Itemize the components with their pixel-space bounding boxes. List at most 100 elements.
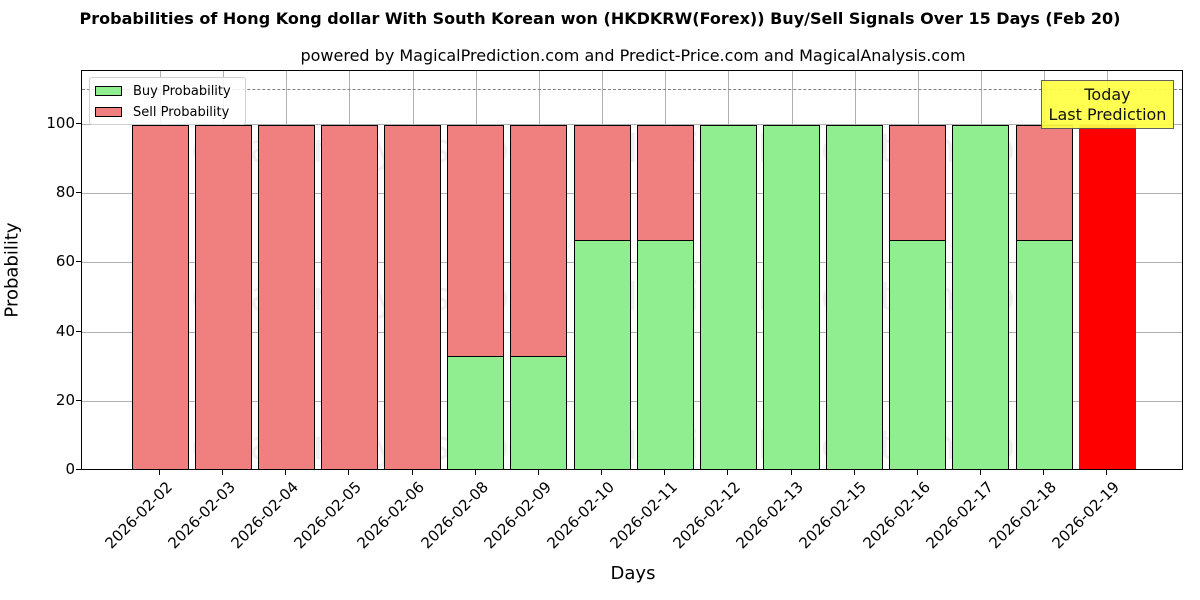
buy-segment — [952, 125, 1010, 469]
sell-segment — [510, 125, 568, 357]
x-tick-label: 2026-02-18 — [985, 478, 1060, 553]
y-tick-mark — [76, 192, 81, 194]
buy-segment — [763, 125, 820, 469]
sell-segment — [320, 125, 378, 469]
y-tick-mark — [76, 469, 81, 470]
y-tick-label: 40 — [55, 321, 75, 340]
y-tick-mark — [76, 330, 81, 332]
x-tick-mark — [1106, 470, 1107, 475]
bar-2026-02-13 — [763, 71, 820, 469]
x-tick-label: 2026-02-02 — [101, 478, 176, 553]
buy-segment — [826, 125, 884, 469]
bar-2026-02-09 — [510, 71, 568, 469]
x-tick-label: 2026-02-06 — [353, 478, 429, 553]
bar-2026-02-04 — [257, 71, 315, 469]
sell-segment — [447, 125, 505, 357]
sell-segment — [636, 125, 694, 242]
buy-segment — [1015, 240, 1073, 469]
bar-2026-02-17 — [952, 71, 1010, 469]
bar-2026-02-06 — [384, 71, 442, 469]
x-tick-label: 2026-02-13 — [732, 478, 808, 553]
sell-segment — [889, 125, 947, 242]
x-tick-mark — [412, 470, 413, 475]
gridline-horizontal — [82, 400, 1182, 402]
today-annotation: Today Last Prediction — [1041, 80, 1174, 129]
x-tick-mark — [854, 470, 855, 475]
x-tick-label: 2026-02-04 — [227, 478, 303, 553]
bar-2026-02-10 — [573, 71, 631, 469]
buy-swatch-icon — [95, 86, 122, 96]
buy-segment — [889, 240, 947, 469]
reference-line — [82, 89, 1182, 91]
bar-2026-02-11 — [636, 71, 694, 469]
sell-segment — [573, 125, 631, 242]
bar-2026-02-03 — [194, 71, 252, 469]
y-tick-mark — [76, 123, 81, 124]
today-segment — [1078, 125, 1136, 469]
x-tick-label: 2026-02-11 — [606, 478, 681, 553]
x-tick-mark — [159, 470, 160, 475]
bar-2026-02-08 — [447, 71, 505, 469]
y-tick-label: 80 — [55, 183, 75, 202]
sell-segment — [384, 125, 442, 469]
buy-segment — [510, 355, 568, 469]
legend: Buy Probability Sell Probability — [89, 77, 246, 125]
chart-subtitle: powered by MagicalPrediction.com and Pre… — [300, 46, 966, 65]
y-tick-mark — [76, 399, 81, 401]
y-tick-label: 0 — [65, 460, 75, 478]
sell-swatch-icon — [95, 107, 122, 117]
sell-segment — [1015, 125, 1073, 242]
y-axis-label: Probability — [1, 222, 23, 318]
bar-2026-02-19 — [1078, 71, 1136, 469]
sell-segment — [194, 125, 252, 469]
bar-2026-02-16 — [889, 71, 947, 469]
gridline-horizontal — [82, 331, 1182, 333]
legend-item-buy: Buy Probability — [95, 83, 231, 99]
sell-segment — [257, 125, 315, 469]
buy-segment — [447, 355, 505, 469]
x-tick-label: 2026-02-16 — [859, 478, 934, 553]
plot-area: MagicalAnalysis.com MagicalPrediction.co… — [81, 70, 1183, 470]
y-tick-label: 100 — [46, 114, 75, 132]
x-tick-label: 2026-02-15 — [796, 478, 871, 553]
x-tick-mark — [664, 470, 665, 475]
buy-segment — [699, 125, 757, 469]
x-tick-label: 2026-02-05 — [290, 478, 366, 553]
x-tick-mark — [222, 470, 223, 475]
x-tick-mark — [791, 470, 792, 475]
x-tick-label: 2026-02-19 — [1048, 478, 1123, 553]
today-annotation-line1: Today — [1084, 85, 1131, 104]
x-tick-mark — [475, 470, 476, 475]
x-tick-mark — [348, 470, 349, 475]
bar-2026-02-18 — [1015, 71, 1073, 469]
x-tick-label: 2026-02-17 — [922, 478, 997, 553]
x-tick-mark — [285, 470, 286, 475]
x-tick-mark — [917, 470, 918, 475]
gridline-horizontal — [82, 193, 1182, 195]
buy-segment — [636, 240, 694, 469]
x-tick-label: 2026-02-12 — [669, 478, 745, 553]
y-tick-mark — [76, 261, 81, 263]
x-tick-mark — [538, 470, 539, 475]
x-tick-label: 2026-02-09 — [480, 478, 555, 553]
gridline-horizontal — [82, 124, 1182, 125]
sell-segment — [131, 125, 189, 469]
x-tick-mark — [601, 470, 602, 475]
x-tick-label: 2026-02-10 — [543, 478, 618, 553]
x-tick-label: 2026-02-03 — [164, 478, 239, 553]
buy-segment — [573, 240, 631, 469]
x-tick-mark — [1043, 470, 1044, 475]
bar-2026-02-05 — [320, 71, 378, 469]
bar-2026-02-02 — [131, 71, 189, 469]
legend-buy-label: Buy Probability — [133, 83, 231, 99]
x-tick-mark — [727, 470, 728, 475]
chart-title: Probabilities of Hong Kong dollar With S… — [79, 9, 1121, 28]
x-tick-mark — [980, 470, 981, 475]
today-annotation-line2: Last Prediction — [1048, 105, 1167, 124]
y-tick-label: 60 — [55, 252, 75, 271]
x-tick-label: 2026-02-08 — [417, 478, 492, 553]
bar-2026-02-12 — [699, 71, 757, 469]
legend-item-sell: Sell Probability — [95, 104, 229, 120]
x-axis-label: Days — [610, 563, 656, 584]
legend-sell-label: Sell Probability — [133, 104, 230, 120]
